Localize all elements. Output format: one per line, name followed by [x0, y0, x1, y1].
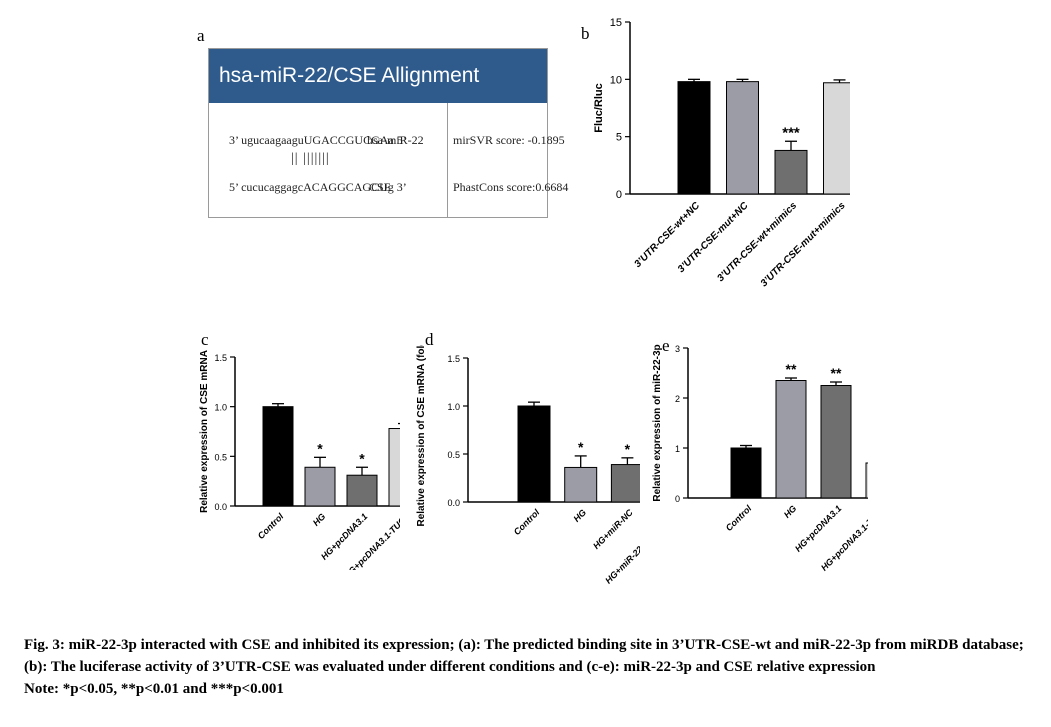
mirna-sequence: 3’ ugucaagaaguUGACCGUCGAa 5’ — [229, 133, 407, 147]
caption-note: Note: *p<0.05, **p<0.01 and ***p<0.001 — [24, 681, 284, 697]
bar — [262, 406, 294, 507]
y-tick-label: 2 — [675, 394, 680, 404]
bar — [388, 428, 400, 507]
y-tick-label: 1.5 — [447, 354, 460, 364]
bar — [677, 81, 711, 195]
bar — [517, 405, 551, 503]
panel-label-e: e — [662, 336, 670, 355]
bar — [730, 447, 762, 499]
bar — [865, 462, 868, 499]
y-axis-label: Relative expression of CSE mRNA (fold ) — [416, 345, 427, 527]
bar — [346, 474, 378, 507]
bar — [304, 466, 336, 507]
y-tick-label: 15 — [610, 17, 622, 29]
chart-b: 051015Fluc/Rluc3’UTR-CSE-wt+NC3’UTR-CSE-… — [593, 17, 850, 289]
y-axis-label: Relative expression of CSE mRNA — [199, 350, 210, 513]
y-axis-label: Fluc/Rluc — [593, 83, 605, 133]
significance-marker: ** — [786, 361, 797, 377]
bar — [823, 82, 850, 195]
x-category-label: HG+miR-NC — [591, 507, 635, 551]
significance-marker: * — [625, 441, 631, 457]
bar — [820, 385, 852, 499]
target-sequence: 5’ cucucaggagcACAGGCAGCUg 3’ — [229, 180, 407, 194]
y-tick-label: 0.0 — [447, 498, 460, 508]
y-tick-label: 0.0 — [214, 502, 227, 512]
mirsvr-score: mirSVR score: -0.1895 — [453, 133, 565, 147]
x-category-label: Control — [724, 503, 754, 533]
figure-caption: Fig. 3: miR-22-3p interacted with CSE an… — [24, 634, 1034, 700]
x-category-label: Control — [256, 511, 286, 541]
panel-label-c: c — [201, 330, 209, 349]
alignment-divider — [447, 103, 448, 217]
significance-marker: *** — [782, 124, 800, 141]
y-tick-label: 5 — [616, 132, 622, 144]
y-tick-label: 0 — [616, 189, 622, 201]
panel-label-a: a — [197, 26, 205, 45]
x-category-label: 3’UTR-CSE-wt+mimics — [715, 200, 799, 284]
bar — [564, 466, 598, 503]
significance-marker: * — [317, 440, 323, 456]
x-category-label: HG+pcDNA3.1 — [793, 503, 843, 553]
mirna-name: hsa-miR-22 — [367, 133, 424, 147]
base-pairing: || ||||||| — [291, 151, 330, 166]
y-tick-label: 1 — [675, 444, 680, 454]
y-tick-label: 1.5 — [214, 353, 227, 363]
significance-marker: * — [359, 450, 365, 466]
y-tick-label: 10 — [610, 74, 622, 86]
x-category-label: 3’UTR-CSE-mut+mimics — [759, 200, 848, 289]
y-tick-label: 0 — [675, 494, 680, 504]
x-category-label: Control — [512, 507, 542, 537]
y-axis-label: Relative expression of miR-22-3p — [652, 344, 663, 501]
target-name: CSE — [369, 180, 392, 194]
x-category-label: HG+pcDNA3.1-TUG1 — [342, 511, 400, 570]
bar — [610, 464, 640, 503]
y-tick-label: 1.0 — [214, 403, 227, 413]
panel-label-d: d — [425, 330, 434, 349]
x-category-label: HG — [311, 511, 328, 528]
y-tick-label: 0.5 — [447, 450, 460, 460]
x-category-label: HG — [782, 503, 799, 520]
caption-text: Fig. 3: miR-22-3p interacted with CSE an… — [24, 637, 1024, 675]
bar — [775, 380, 807, 499]
y-tick-label: 1.0 — [447, 402, 460, 412]
alignment-title: hsa-miR-22/CSE Allignment — [209, 49, 547, 103]
chart-d: 0.0 0.5 1.0 1.5 Relative expression of CSE m… — [416, 345, 640, 586]
bar — [726, 81, 759, 195]
y-tick-label: 3 — [675, 344, 680, 354]
significance-marker: ** — [831, 365, 842, 381]
significance-marker: * — [578, 439, 584, 455]
phastcons-score: PhastCons score:0.6684 — [453, 180, 569, 194]
x-category-label: HG — [571, 507, 588, 524]
chart-c: 0.0 0.5 1.0 1.5 Relative expression of CSE m… — [199, 350, 400, 570]
alignment-box: hsa-miR-22/CSE Allignment 3’ ugucaagaagu… — [208, 48, 568, 218]
bar — [774, 149, 808, 195]
panel-label-b: b — [581, 24, 590, 43]
chart-e: 0 1 2 3 Relative expression of miR-22-3p Cont… — [652, 344, 868, 573]
y-tick-label: 0.5 — [214, 452, 227, 462]
